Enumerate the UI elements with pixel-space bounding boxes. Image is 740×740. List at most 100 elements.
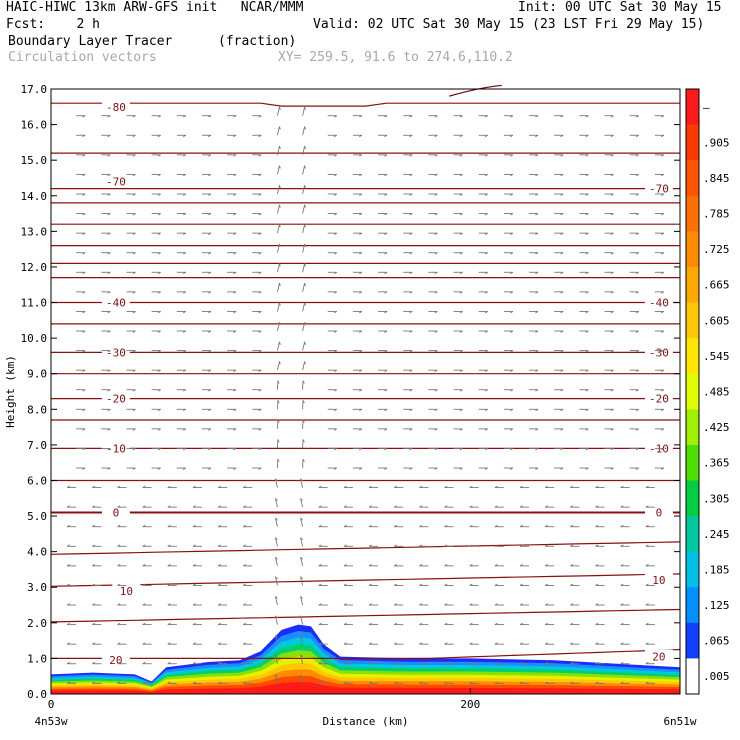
vector-arrowhead	[279, 145, 281, 150]
vector-arrowhead	[333, 448, 337, 451]
colorbar-swatch	[686, 231, 699, 268]
vector-arrowhead	[167, 583, 171, 586]
vector-arrowhead	[318, 505, 322, 508]
vector-arrowhead	[208, 213, 212, 216]
vector-arrowhead	[484, 115, 488, 118]
vector-arrowhead	[333, 252, 337, 255]
vector-arrowhead	[660, 467, 665, 470]
vector-arrowhead	[494, 564, 498, 567]
vector-arrowhead	[233, 311, 237, 314]
vector-arrowhead	[585, 213, 589, 216]
vector-arrowhead	[157, 389, 161, 392]
vector-arrowhead	[182, 330, 187, 333]
vector-arrow	[300, 576, 304, 586]
vector-arrow	[302, 126, 306, 136]
vector-arrowhead	[82, 428, 86, 431]
vector-arrow	[300, 498, 304, 508]
vector-arrowhead	[66, 642, 71, 645]
vector-arrowhead	[304, 263, 306, 267]
vector-arrowhead	[318, 603, 322, 606]
vector-arrow	[274, 576, 278, 586]
vector-arrowhead	[544, 544, 549, 547]
vector-arrow	[274, 596, 278, 606]
vector-arrowhead	[434, 115, 438, 118]
vector-arrowhead	[610, 428, 614, 431]
vector-arrowhead	[359, 369, 363, 372]
vector-arrowhead	[560, 193, 564, 196]
y-tick-label: 8.0	[27, 403, 47, 416]
vector-arrowhead	[519, 661, 523, 665]
vector-arrowhead	[304, 145, 306, 150]
vector-arrowhead	[610, 213, 614, 216]
vector-arrowhead	[459, 467, 463, 470]
vector-arrowhead	[459, 448, 463, 451]
vector-arrowhead	[192, 524, 196, 528]
y-tick-label: 12.0	[21, 261, 48, 274]
isotherm-label-bg-right-7	[644, 649, 673, 663]
isotherm-label-bg-right-6	[644, 573, 673, 587]
vector-arrowhead	[484, 193, 488, 196]
vector-arrowhead	[535, 174, 539, 177]
vector-arrowhead	[585, 134, 589, 138]
vector-arrowhead	[484, 330, 488, 333]
vector-arrowhead	[484, 389, 488, 392]
colorbar-swatch	[686, 302, 699, 339]
vector-arrowhead	[595, 524, 599, 528]
vector-arrowhead	[535, 115, 539, 118]
vector-arrowhead	[560, 252, 564, 255]
vector-arrowhead	[434, 291, 438, 294]
vector-arrowhead	[233, 271, 237, 275]
vector-arrowhead	[82, 174, 86, 177]
vector-arrowhead	[620, 642, 624, 645]
isotherm-label-bg-right-2	[644, 345, 673, 359]
vector-arrowhead	[243, 603, 247, 606]
vector-arrowhead	[258, 271, 262, 275]
vector-arrowhead	[167, 505, 171, 508]
vector-arrowhead	[519, 544, 523, 547]
isotherm-label-right-6: 10	[652, 574, 665, 587]
vector-arrowhead	[434, 389, 438, 392]
vector-arrowhead	[277, 439, 280, 443]
vector-arrowhead	[304, 165, 306, 169]
vector-arrowhead	[233, 232, 237, 235]
vector-arrowhead	[300, 595, 303, 599]
vector-arrowhead	[107, 408, 111, 412]
colorbar-swatch	[686, 658, 699, 695]
vector-arrowhead	[570, 505, 574, 508]
vector-arrowhead	[494, 544, 498, 547]
vector-arrowhead	[610, 134, 614, 138]
vector-arrowhead	[142, 681, 146, 684]
vector-arrowhead	[394, 485, 398, 488]
vector-arrowhead	[117, 583, 121, 586]
vector-arrowhead	[182, 174, 187, 177]
vector-arrowhead	[384, 271, 388, 275]
vector-arrowhead	[157, 174, 161, 177]
isotherm-line-20	[51, 648, 681, 659]
vector-arrowhead	[484, 467, 488, 470]
vector-arrowhead	[277, 458, 280, 462]
vector-arrowhead	[570, 485, 574, 488]
vector-arrowhead	[275, 615, 278, 619]
colorbar-label: .125	[703, 599, 730, 612]
vector-arrowhead	[409, 291, 413, 294]
colorbar-label: .725	[703, 243, 730, 256]
vector-arrowhead	[484, 232, 488, 235]
vector-arrowhead	[182, 134, 187, 138]
vector-arrowhead	[384, 350, 388, 353]
vector-arrow	[302, 322, 306, 332]
vector-arrowhead	[645, 524, 649, 528]
vector-arrowhead	[409, 389, 413, 392]
vector-arrowhead	[107, 350, 111, 353]
vector-arrowhead	[610, 408, 614, 412]
colorbar-label: .485	[703, 386, 730, 399]
vector-arrowhead	[275, 595, 278, 599]
vector-arrowhead	[182, 428, 187, 431]
vector-arrowhead	[208, 369, 212, 372]
vector-arrowhead	[82, 271, 86, 275]
vector-arrowhead	[570, 622, 574, 625]
colorbar-label: .425	[703, 421, 730, 434]
vector-arrow	[277, 126, 280, 136]
vector-arrowhead	[208, 330, 212, 333]
vector-arrowhead	[359, 428, 363, 431]
vector-arrowhead	[444, 661, 448, 665]
